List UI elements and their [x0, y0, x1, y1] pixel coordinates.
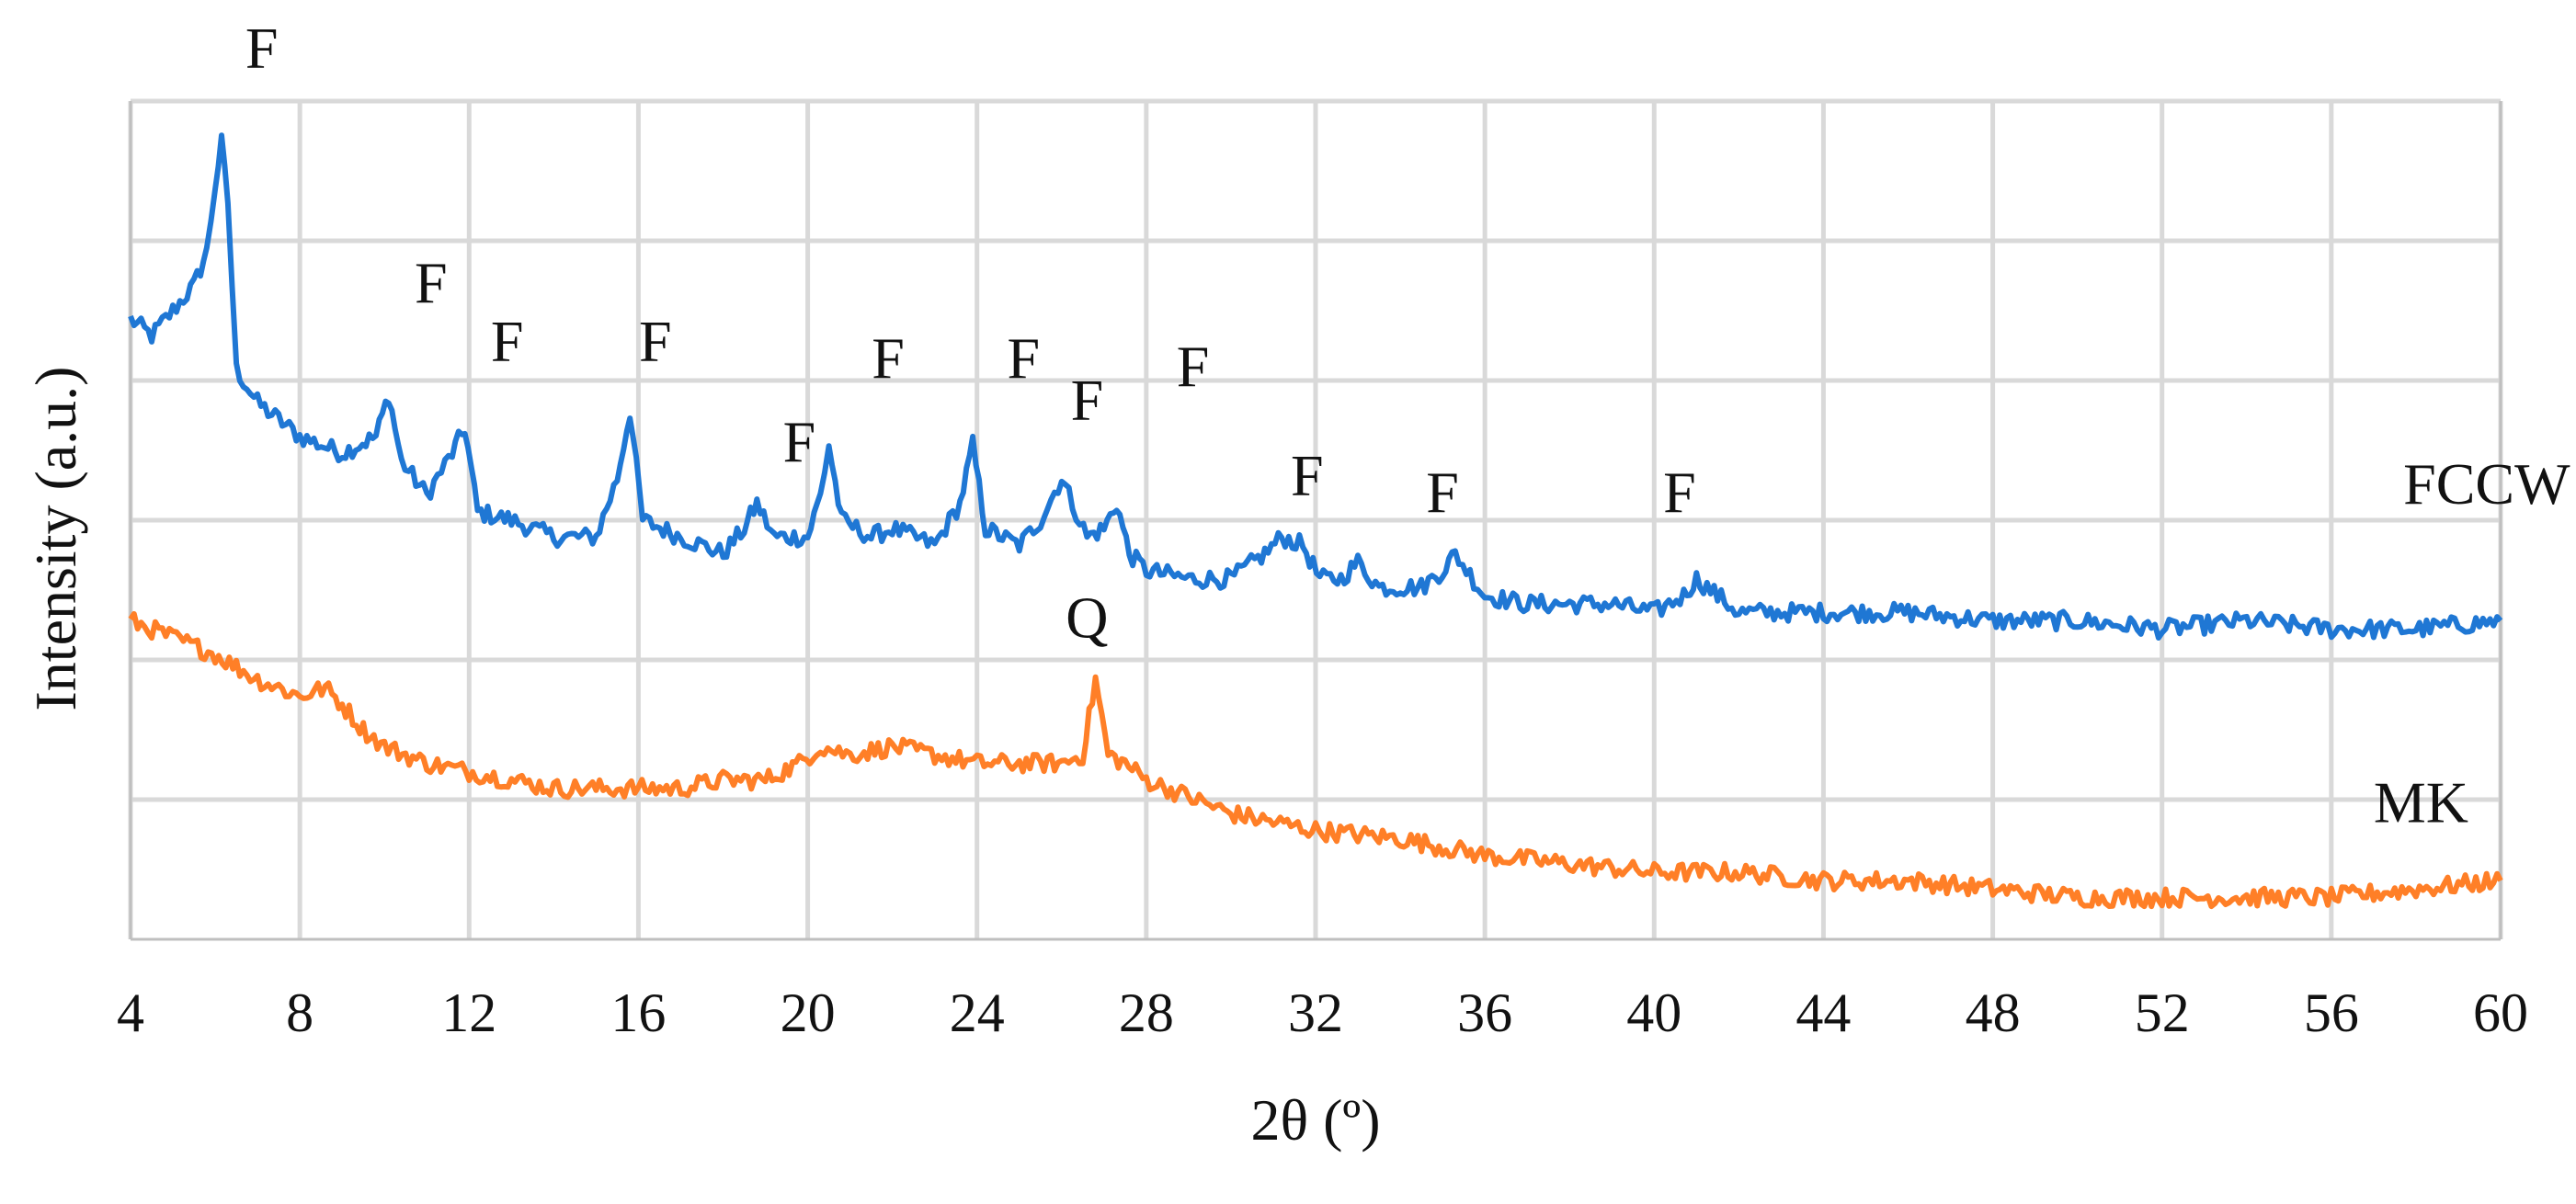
series-label: MK	[2374, 769, 2468, 835]
series-line-mk	[128, 611, 2503, 910]
x-tick-label: 28	[1119, 983, 1174, 1043]
x-tick-label: 4	[117, 983, 144, 1043]
peak-label: F	[1008, 325, 1041, 391]
axes	[129, 101, 2502, 941]
x-tick-label: 32	[1288, 983, 1343, 1043]
series-line-fccw	[128, 132, 2503, 641]
grid	[128, 98, 2503, 939]
x-tick-label: 44	[1795, 983, 1851, 1043]
x-tick-labels: 4 8 12 16 20 24 28 32 36 40 44 48 52 56 60	[117, 983, 2528, 1043]
peak-label: F	[1663, 460, 1696, 525]
x-tick-label: 24	[950, 983, 1005, 1043]
x-axis-title: 2θ (º)	[1250, 1087, 1380, 1153]
series-layer	[128, 132, 2503, 910]
x-tick-label: 12	[441, 983, 496, 1043]
series-label: FCCW	[2403, 451, 2570, 517]
peak-label: F	[1177, 334, 1210, 399]
peak-label: F	[1426, 460, 1459, 525]
peak-label: F	[872, 325, 905, 391]
peak-label: F	[245, 16, 279, 81]
peak-label: Q	[1066, 585, 1108, 651]
x-tick-label: 36	[1457, 983, 1512, 1043]
x-tick-label: 16	[610, 983, 666, 1043]
peak-label: F	[491, 309, 524, 374]
peak-label: F	[415, 250, 448, 315]
x-tick-label: 60	[2473, 983, 2528, 1043]
peak-label: F	[1071, 368, 1104, 433]
x-tick-label: 52	[2135, 983, 2190, 1043]
y-axis-title: Intensity (a.u.)	[23, 367, 88, 711]
x-tick-label: 40	[1626, 983, 1681, 1043]
peak-label: F	[1291, 443, 1324, 508]
x-tick-label: 20	[781, 983, 836, 1043]
x-tick-label: 56	[2304, 983, 2359, 1043]
peak-label: F	[783, 409, 816, 474]
x-tick-label: 8	[286, 983, 313, 1043]
peak-label: F	[639, 309, 672, 374]
x-tick-label: 48	[1966, 983, 2021, 1043]
